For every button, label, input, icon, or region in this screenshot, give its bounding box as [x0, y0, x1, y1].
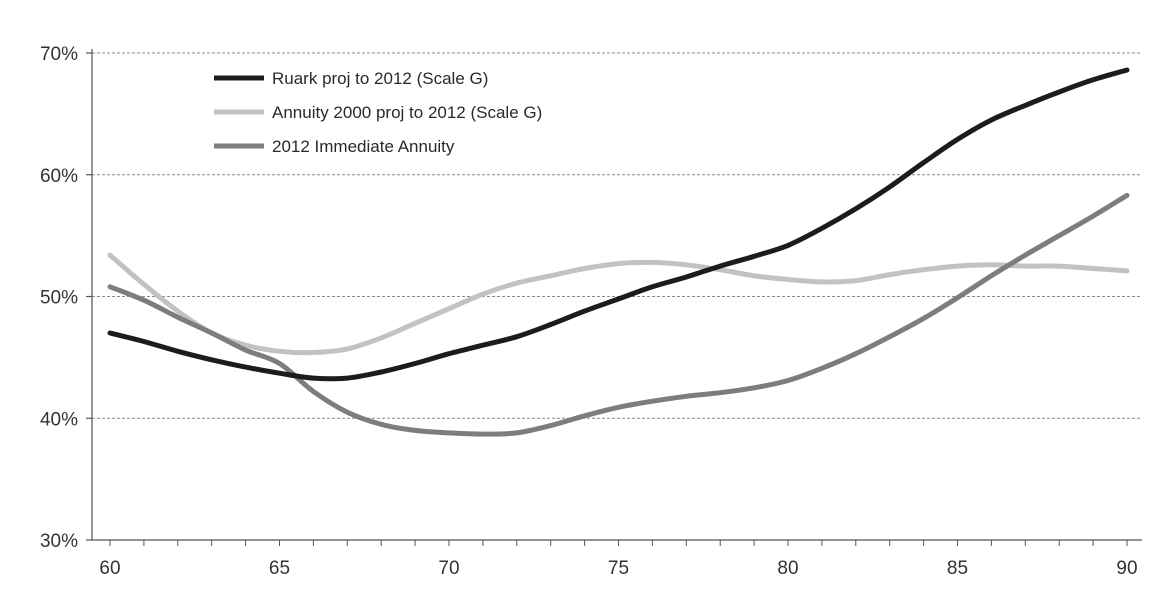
x-tick-label: 60: [99, 558, 120, 579]
y-tick-label: 70%: [40, 44, 78, 65]
series-line-ruark-proj-to-2012-scale-g: [107, 67, 1130, 382]
x-tick-label: 75: [608, 558, 629, 579]
series-line-2012-immediate-annuity: [107, 192, 1130, 437]
y-tick-label: 50%: [40, 288, 78, 309]
legend-label: 2012 Immediate Annuity: [272, 137, 455, 156]
x-tick-label: 90: [1116, 558, 1137, 579]
legend-label: Ruark proj to 2012 (Scale G): [272, 69, 488, 88]
x-tick-label: 65: [269, 558, 290, 579]
y-tick-label: 40%: [40, 409, 78, 430]
series-line-annuity-2000-proj-to-2012-scale-g: [107, 252, 1130, 356]
y-tick-label: 30%: [40, 531, 78, 552]
x-tick-label: 85: [947, 558, 968, 579]
legend-label: Annuity 2000 proj to 2012 (Scale G): [272, 103, 542, 122]
x-tick-label: 70: [438, 558, 459, 579]
y-tick-label: 60%: [40, 166, 78, 187]
x-tick-label: 80: [777, 558, 798, 579]
